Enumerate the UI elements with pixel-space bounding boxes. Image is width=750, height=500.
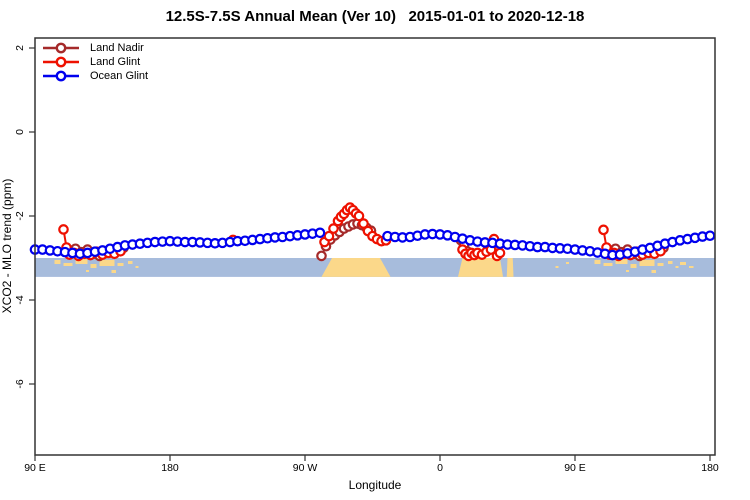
chart-title: 12.5S-7.5S Annual Mean (Ver 10) 2015-01-… <box>165 8 585 25</box>
data-point <box>353 210 365 222</box>
land-glint-marker-icon <box>43 56 79 68</box>
land-patch-madagascar <box>506 258 514 277</box>
y-tick-label: -4 <box>14 295 26 304</box>
land-speckle <box>630 264 637 268</box>
x-tick-label: 0 <box>437 462 443 474</box>
land-speckle <box>555 266 559 268</box>
data-point <box>58 224 69 235</box>
y-tick-label: 2 <box>14 45 26 51</box>
axes-layer: 90 E 180 90 W 0 90 E 180 2 0 -2 -4 -6 <box>14 45 719 474</box>
legend-label: Land Glint <box>90 56 141 68</box>
plot-border <box>34 37 716 456</box>
data-point <box>494 247 506 259</box>
chart-legend: Land Nadir Land Glint Ocean Glint <box>42 41 148 83</box>
land-patch-south-america <box>321 258 391 277</box>
data-point <box>316 250 327 262</box>
legend-label: Land Nadir <box>90 42 144 54</box>
map-strip-layer <box>35 258 715 277</box>
data-point <box>323 230 335 242</box>
data-point <box>358 218 369 229</box>
land-speckle <box>603 263 613 266</box>
x-axis-label: Longitude <box>349 478 402 492</box>
series-ocean-glint <box>29 227 716 261</box>
land-nadir-marker-icon <box>43 42 79 54</box>
land-speckle <box>566 262 569 264</box>
data-point <box>598 224 609 236</box>
land-speckle <box>689 266 694 268</box>
x-tick-label: 90 E <box>564 462 586 474</box>
legend-item-land-nadir: Land Nadir <box>42 41 148 55</box>
land-speckle <box>639 260 655 266</box>
land-speckle <box>615 259 628 264</box>
x-tick-label: 90 W <box>293 462 318 474</box>
land-speckle <box>90 264 97 268</box>
land-speckle <box>680 262 686 265</box>
x-tick-label: 180 <box>701 462 719 474</box>
y-axis-label: XCO2 - MLO trend (ppm) <box>0 179 14 314</box>
data-point <box>328 223 339 234</box>
land-speckle <box>135 266 139 268</box>
legend-label: Ocean Glint <box>90 70 149 82</box>
y-tick-label: -6 <box>14 379 26 388</box>
land-speckle <box>594 260 601 264</box>
y-tick-label: 0 <box>14 129 26 135</box>
land-speckle <box>54 260 61 264</box>
land-patch-africa <box>458 258 503 277</box>
ocean-glint-marker-icon <box>43 70 79 82</box>
land-speckle <box>111 270 116 273</box>
legend-item-land-glint: Land Glint <box>42 55 148 69</box>
land-speckle <box>63 263 73 266</box>
land-speckle <box>675 266 679 268</box>
land-speckle <box>117 263 124 266</box>
land-speckle <box>128 261 133 264</box>
data-series-layer <box>29 202 716 262</box>
land-speckle <box>99 260 115 266</box>
x-tick-label: 90 E <box>24 462 46 474</box>
legend-item-ocean-glint: Ocean Glint <box>42 69 148 83</box>
land-speckle <box>626 270 629 272</box>
land-speckle <box>668 261 673 264</box>
y-tick-label: -2 <box>14 211 26 220</box>
land-speckle <box>75 259 88 264</box>
land-speckle <box>657 263 664 266</box>
data-point <box>314 227 326 239</box>
x-tick-label: 180 <box>161 462 179 474</box>
land-speckle <box>651 270 656 273</box>
data-point <box>704 230 716 242</box>
land-speckle <box>86 270 89 272</box>
